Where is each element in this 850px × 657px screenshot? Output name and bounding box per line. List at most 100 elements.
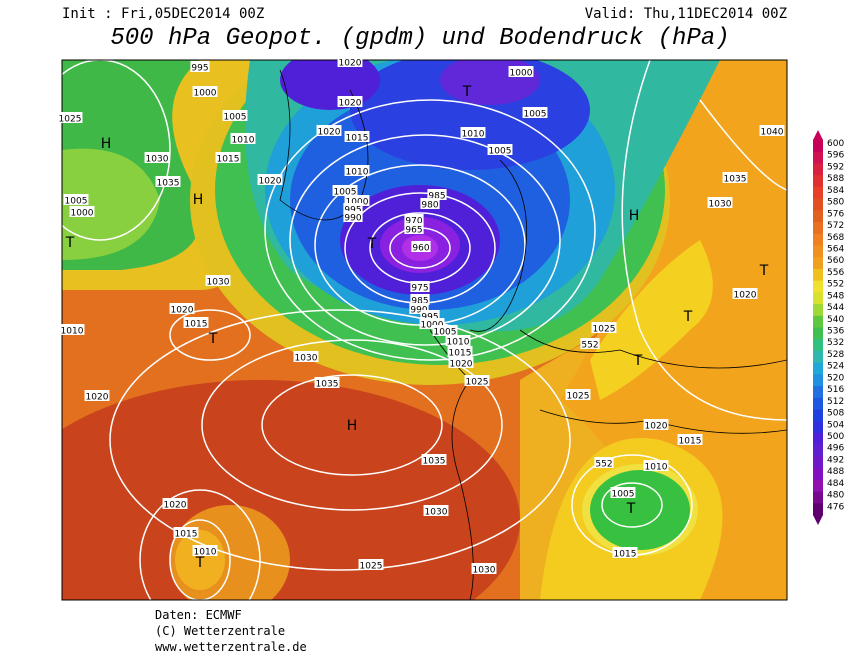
colorbar-label: 588 [827, 174, 844, 184]
isobar-label: 1010 [61, 327, 84, 337]
pressure-center: T [65, 235, 75, 251]
isobar-label: 1030 [207, 278, 230, 288]
isobar-label-box [332, 185, 358, 196]
map-title: 500 hPa Geopot. (gpdm) und Bodendruck (h… [110, 25, 729, 52]
colorbar-label: 508 [827, 409, 844, 419]
isobar-label: 1000 [421, 321, 444, 331]
colorbar-swatch [813, 456, 823, 469]
isobar-label-box [69, 206, 95, 217]
colorbar-swatch [813, 315, 823, 328]
colorbar-swatch [813, 233, 823, 246]
colorbar-label: 556 [827, 268, 844, 278]
colorbar-swatch [813, 421, 823, 434]
colorbar-label: 540 [827, 315, 844, 325]
colorbar-label: 552 [827, 280, 844, 290]
isobar-label: 1010 [346, 168, 369, 178]
colorbar-label: 504 [827, 420, 844, 430]
colorbar-swatch [813, 222, 823, 235]
colorbar-swatch [813, 140, 823, 153]
colorbar-swatch [813, 397, 823, 411]
isobar-label: 985 [428, 192, 445, 202]
isobar-label: 1030 [473, 566, 496, 576]
isobar-label: 1000 [346, 198, 369, 208]
isobar-label: 1030 [146, 155, 169, 165]
isobar-label-box [594, 457, 614, 468]
isobar-label-box [344, 165, 370, 176]
isobar-label: 965 [405, 226, 422, 236]
isobar-label-box [344, 131, 370, 142]
colorbar-swatch [813, 304, 823, 317]
isobar-label: 1015 [679, 437, 702, 447]
isobar-label: 1010 [194, 548, 217, 558]
isobar-label: 1025 [567, 392, 590, 402]
colorbar-swatch [813, 151, 823, 164]
url: www.wetterzentrale.de [155, 640, 307, 654]
isobar-label: 1005 [612, 490, 635, 500]
colorbar-swatch [813, 198, 823, 211]
isobar-label: 1015 [185, 320, 208, 330]
isobar-label: 990 [410, 306, 427, 316]
isobar-label: 1025 [59, 115, 82, 125]
isobar-label-box [420, 198, 440, 209]
isobar-label-box [192, 545, 218, 556]
isobar-label: 1020 [86, 393, 109, 403]
colorbar-swatch [813, 444, 823, 457]
map [62, 60, 787, 600]
pressure-center: H [101, 136, 112, 152]
isobar-label-box [344, 195, 370, 206]
colorbar-label: 532 [827, 338, 844, 348]
colorbar-label: 484 [827, 479, 844, 489]
isobar-label-box [411, 241, 431, 252]
isobar-label: 552 [595, 460, 612, 470]
colorbar-label: 516 [827, 385, 844, 395]
isobar-label: 1035 [157, 179, 180, 189]
isobar-label: 990 [344, 214, 361, 224]
isobar-label: 1005 [524, 110, 547, 120]
isobar-label-box [63, 194, 89, 205]
isobar-label-box [410, 294, 430, 305]
isobar-label-box [343, 211, 363, 222]
isobar-label: 1010 [462, 130, 485, 140]
colorbar-label: 584 [827, 186, 844, 196]
colorbar-swatch [813, 257, 823, 270]
pressure-center: T [367, 236, 377, 252]
valid-time: Valid: Thu,11DEC2014 00Z [585, 6, 787, 22]
isobar-label-box [732, 288, 758, 299]
colorbar-label: 500 [827, 432, 844, 442]
isobar-label-box [610, 487, 636, 498]
pressure-center: T [462, 84, 472, 100]
isobar-label-box [230, 133, 256, 144]
pressure-center: T [683, 309, 693, 325]
isobar-label-box [59, 324, 85, 335]
isobar-label: 1000 [194, 89, 217, 99]
isobar-label-box [707, 197, 733, 208]
colorbar-arrow [813, 130, 823, 140]
colorbar-label: 544 [827, 303, 844, 313]
isobar-label-box [337, 56, 363, 67]
colorbar-label: 572 [827, 221, 844, 231]
isobar-label-box [420, 310, 440, 321]
colorbar-label: 592 [827, 162, 844, 172]
colorbar-label: 512 [827, 397, 844, 407]
colorbar-swatch [813, 339, 823, 352]
isobar-label-box [222, 110, 248, 121]
isobar-label-box [421, 454, 447, 465]
isobar-label: 1030 [425, 508, 448, 518]
isobar-label: 1020 [318, 128, 341, 138]
isobar-label-box [409, 303, 429, 314]
isobar-label-box [464, 375, 490, 386]
isobar-label: 1000 [510, 69, 533, 79]
colorbar-swatch [813, 186, 823, 200]
isobar-label: 1020 [339, 99, 362, 109]
isobar-label-box [448, 357, 474, 368]
isobar-label-box [190, 61, 210, 72]
colorbar-swatch [813, 491, 823, 504]
isobar-label-box [580, 338, 600, 349]
isobar-label-box [192, 86, 218, 97]
isobar-label: 995 [191, 64, 208, 74]
colorbar-swatch [813, 163, 823, 176]
isobar-label-box [460, 127, 486, 138]
source: Daten: ECMWF [155, 608, 242, 622]
colorbar-swatch [813, 362, 823, 375]
isobar-label: 1000 [71, 209, 94, 219]
